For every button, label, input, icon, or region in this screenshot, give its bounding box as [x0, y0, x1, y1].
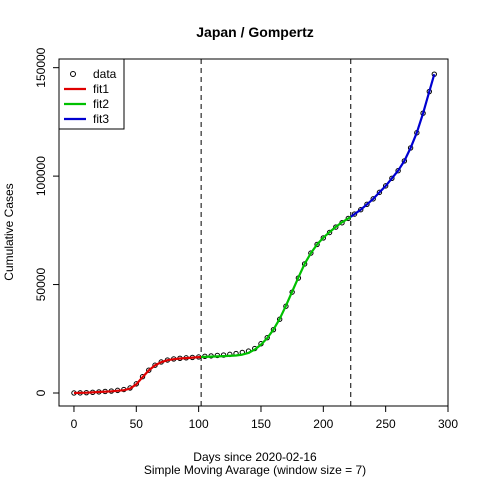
data-point: [133, 381, 140, 387]
legend-label: fit2: [93, 97, 109, 111]
data-point: [264, 334, 270, 341]
data-point: [382, 183, 389, 189]
x-tick-label: 250: [376, 417, 396, 431]
y-tick-label: 50000: [34, 268, 48, 302]
data-point: [139, 374, 146, 380]
data-point: [320, 235, 327, 241]
legend-label: fit1: [93, 82, 109, 96]
data-point: [389, 175, 395, 181]
fit2-line: [201, 215, 352, 359]
data-points: [71, 71, 437, 396]
x-axis-label: Days since 2020-02-16: [193, 450, 317, 464]
data-point: [376, 189, 383, 196]
data-point: [364, 201, 370, 208]
y-tick-label: 0: [34, 389, 48, 396]
vertical-divider-lines: [200, 59, 352, 406]
legend-box: [58, 58, 125, 130]
data-point: [326, 229, 333, 236]
data-point: [395, 167, 401, 174]
data-point: [351, 211, 358, 217]
data-point: [345, 215, 351, 222]
x-tick-label: 0: [71, 417, 78, 431]
x-tick-label: 150: [251, 417, 271, 431]
chart-subtitle: Simple Moving Avarage (window size = 7): [144, 463, 366, 477]
x-axis: 0 50 100 150 200 250 300: [71, 405, 458, 431]
fit3-line: [350, 73, 436, 218]
fit1-line: [73, 355, 202, 395]
data-point: [314, 241, 320, 248]
data-point: [333, 224, 339, 230]
legend-marker: [70, 71, 76, 77]
y-tick-label: 100000: [34, 156, 48, 196]
legend-label: fit3: [93, 112, 109, 126]
data-point: [370, 196, 376, 202]
y-tick-label: 150000: [34, 47, 48, 87]
data-point: [146, 367, 152, 373]
y-axis: 0 50000 100000 150000: [34, 47, 60, 396]
data-point: [358, 207, 364, 213]
x-tick-label: 50: [130, 417, 144, 431]
plot-series: [71, 71, 437, 396]
x-tick-label: 100: [189, 417, 209, 431]
x-tick-label: 300: [438, 417, 458, 431]
x-tick-label: 200: [313, 417, 333, 431]
chart-title: Japan / Gompertz: [196, 24, 313, 40]
y-axis-label: Cumulative Cases: [2, 183, 16, 280]
legend-label: data: [93, 67, 117, 81]
